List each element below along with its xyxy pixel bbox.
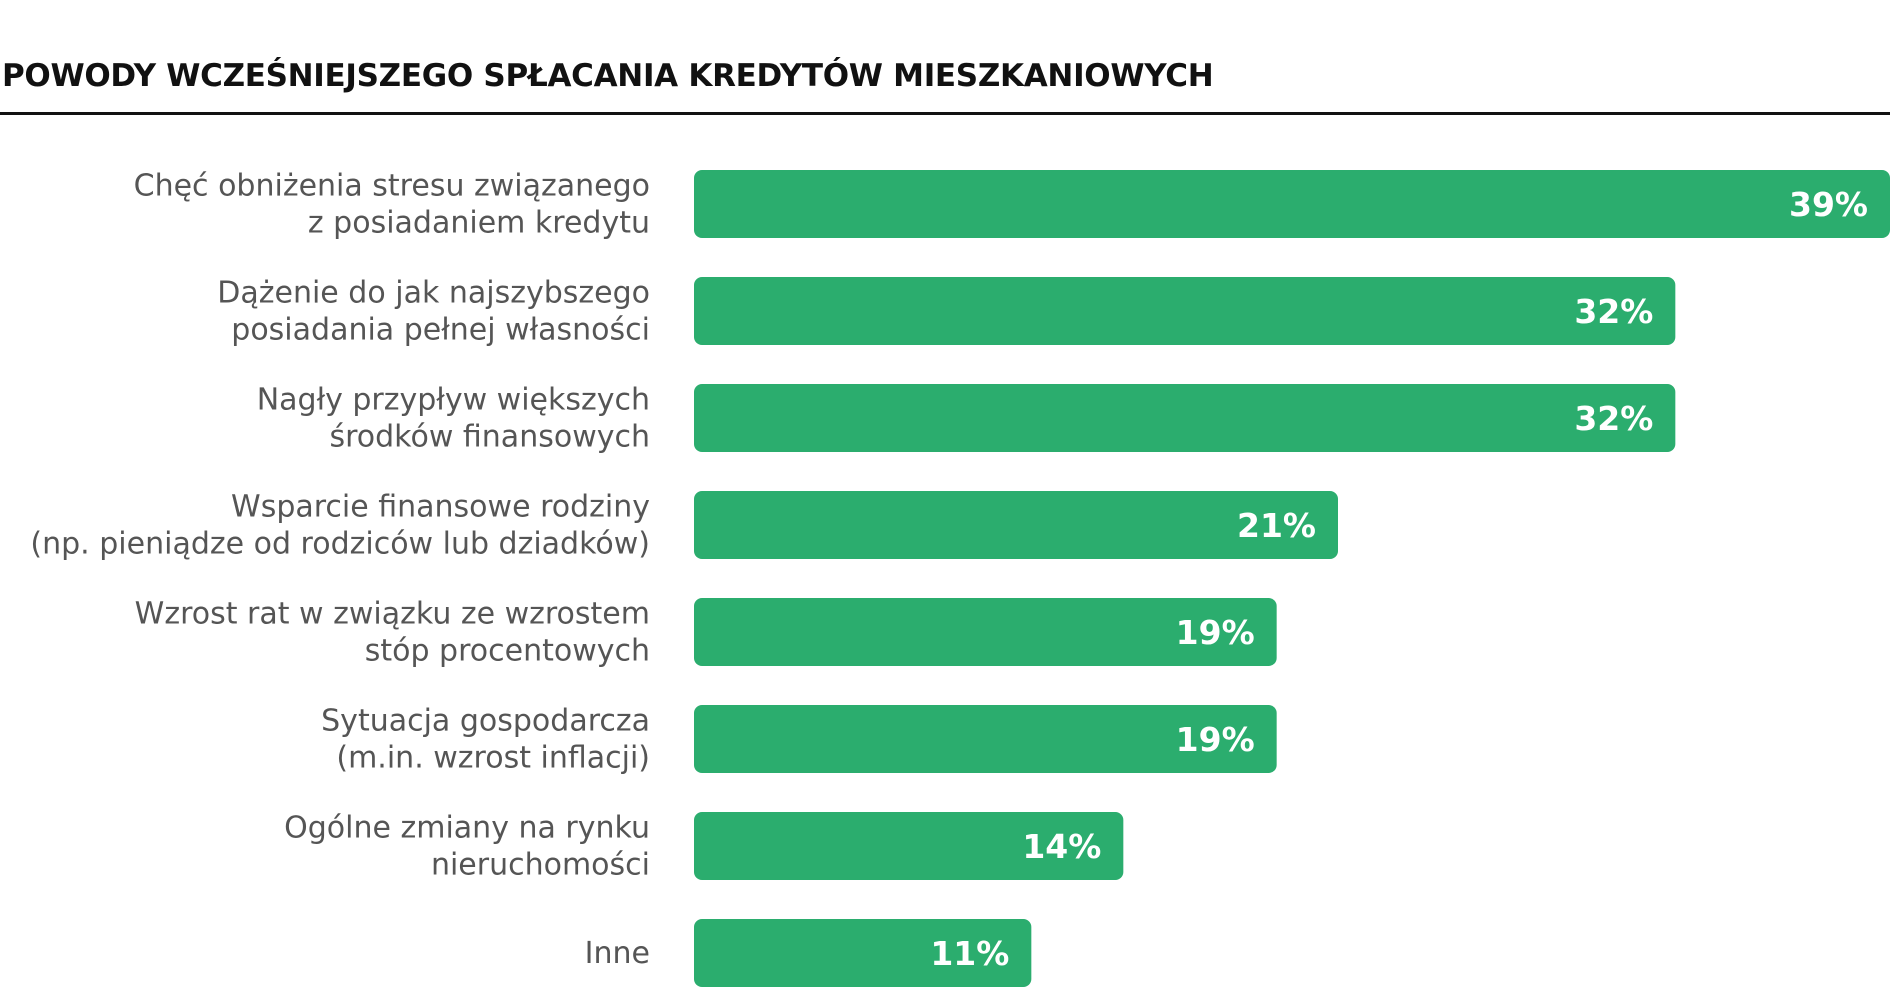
title-divider	[0, 112, 1890, 115]
bar-value-label: 32%	[1574, 292, 1653, 331]
category-label-line: środków finansowych	[329, 420, 650, 455]
category-label-line: Inne	[585, 936, 650, 971]
bar-value-label: 19%	[1176, 613, 1255, 652]
category-label: Dążenie do jak najszybszego posiadania pe…	[217, 276, 650, 348]
bar-value-label: 21%	[1237, 506, 1316, 545]
bar-value-label: 11%	[930, 934, 1009, 973]
category-label-line: Nagły przypływ większych	[257, 383, 650, 418]
category-label: Chęć obniżenia stresu związanego z posiad…	[134, 169, 650, 241]
category-label-line: nieruchomości	[431, 848, 650, 883]
category-label-line: Wzrost rat w związku ze wzrostem	[135, 597, 650, 632]
bar	[694, 705, 1277, 773]
category-label: Wsparcie finansowe rodziny (np. pieniądze…	[30, 490, 650, 562]
chart-title: POWODY WCZEŚNIEJSZEGO SPŁACANIA KREDYTÓW…	[2, 58, 1214, 94]
bar	[694, 919, 1032, 987]
category-label-line: z posiadaniem kredytu	[308, 206, 650, 241]
category-label-line: (np. pieniądze od rodziców lub dziadków)	[30, 527, 650, 562]
bar-value-label: 14%	[1022, 827, 1101, 866]
category-label-line: Wsparcie finansowe rodziny	[231, 490, 650, 525]
category-label-line: Chęć obniżenia stresu związanego	[134, 169, 650, 204]
bar	[694, 277, 1676, 345]
category-label: Inne	[585, 936, 650, 971]
bar-value-label: 32%	[1574, 399, 1653, 438]
category-label: Wzrost rat w związku ze wzrostem stóp pro…	[135, 597, 650, 669]
category-label: Sytuacja gospodarcza (m.in. wzrost inflac…	[321, 704, 650, 776]
bar	[694, 812, 1124, 880]
category-label-line: Sytuacja gospodarcza	[321, 704, 650, 739]
category-label-line: (m.in. wzrost inflacji)	[336, 741, 650, 776]
bar	[694, 598, 1277, 666]
bar-value-label: 19%	[1176, 720, 1255, 759]
bar-value-label: 39%	[1789, 185, 1868, 224]
bar	[694, 491, 1338, 559]
category-label-line: posiadania pełnej własności	[231, 313, 650, 348]
bar	[694, 170, 1890, 238]
category-label-line: Ogólne zmiany na rynku	[284, 811, 650, 846]
category-label: Ogólne zmiany na rynku nieruchomości	[284, 811, 650, 883]
category-label: Nagły przypływ większych środków finansow…	[257, 383, 650, 455]
bar	[694, 384, 1676, 452]
category-label-line: stóp procentowych	[365, 634, 650, 669]
category-label-line: Dążenie do jak najszybszego	[217, 276, 650, 311]
